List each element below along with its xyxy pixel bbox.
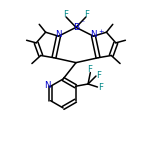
- Text: +: +: [98, 29, 104, 35]
- Text: N: N: [55, 30, 62, 40]
- Text: F: F: [98, 83, 103, 92]
- Text: N: N: [90, 30, 97, 40]
- Text: F: F: [88, 65, 93, 74]
- Text: F: F: [84, 10, 89, 19]
- Text: ⁻: ⁻: [80, 18, 85, 27]
- Text: N: N: [44, 81, 51, 90]
- Text: B: B: [73, 23, 79, 32]
- Text: F: F: [63, 10, 68, 19]
- Text: F: F: [96, 71, 101, 80]
